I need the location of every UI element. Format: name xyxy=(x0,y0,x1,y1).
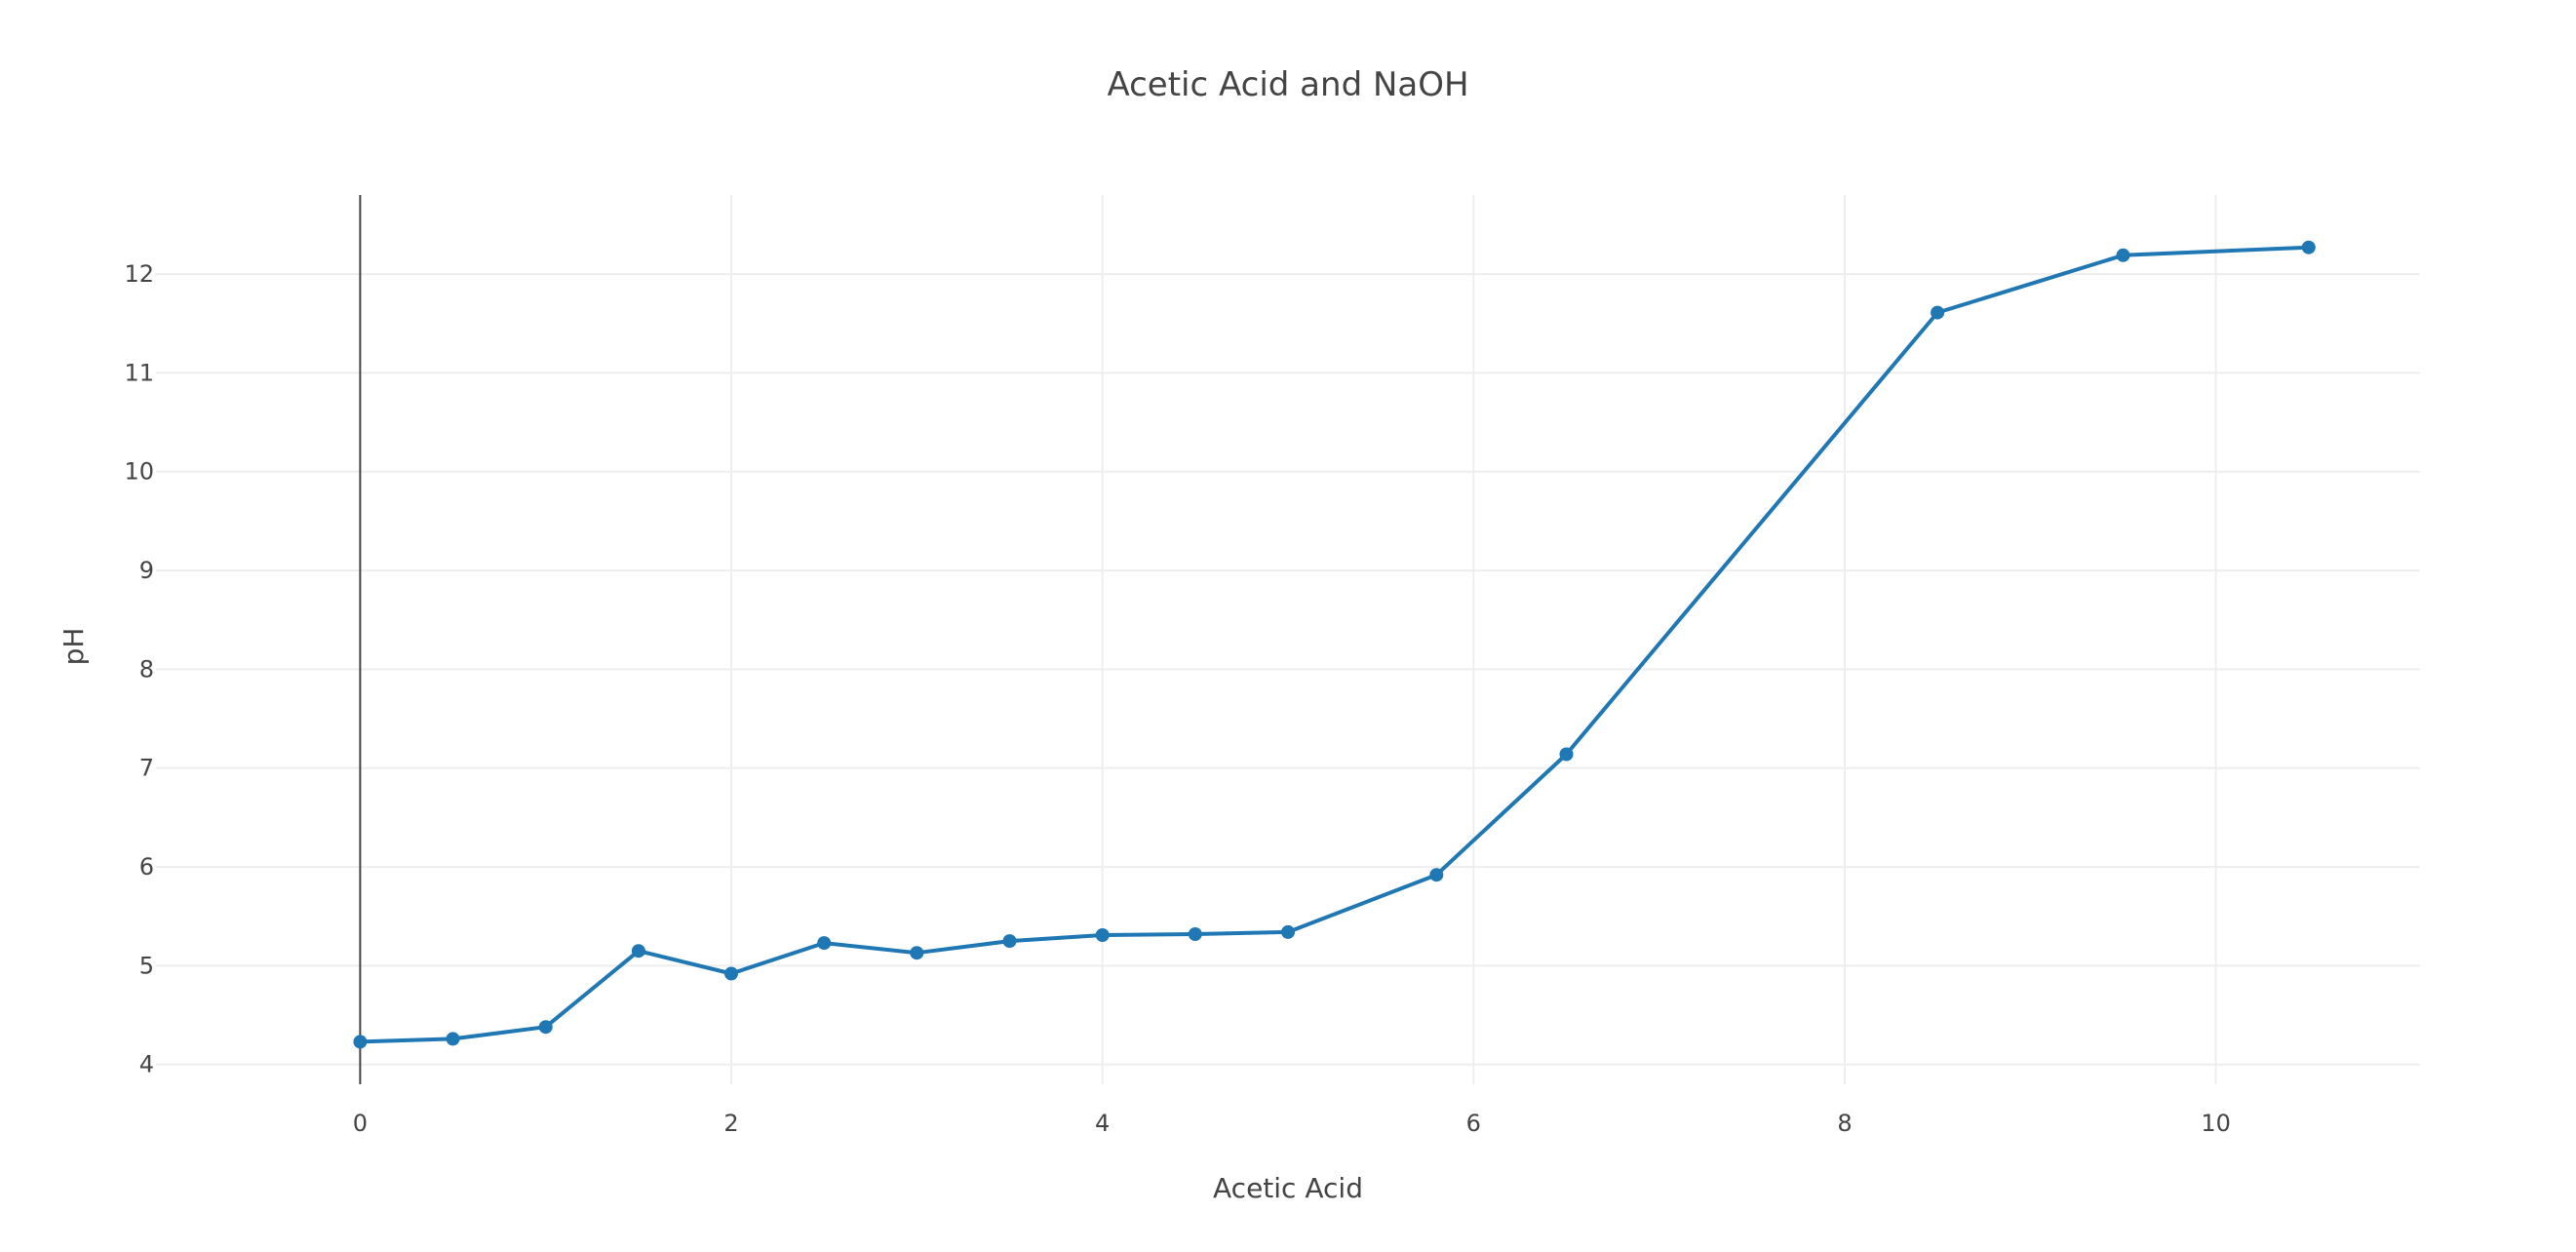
y-tick-label: 6 xyxy=(139,853,154,880)
x-tick-label: 10 xyxy=(2201,1110,2231,1137)
data-point xyxy=(1429,868,1444,882)
y-tick-label: 9 xyxy=(139,557,154,584)
data-point xyxy=(446,1032,460,1046)
x-tick-label: 2 xyxy=(723,1110,738,1137)
x-tick-label: 0 xyxy=(353,1110,368,1137)
x-tick-label: 6 xyxy=(1466,1110,1481,1137)
data-point xyxy=(631,944,645,959)
y-tick-label: 10 xyxy=(124,458,154,486)
data-point xyxy=(724,966,738,981)
y-tick-label: 5 xyxy=(139,952,154,979)
x-tick-label: 8 xyxy=(1837,1110,1852,1137)
y-tick-label: 8 xyxy=(139,655,154,683)
chart-title: Acetic Acid and NaOH xyxy=(1107,65,1468,104)
x-axis-title: Acetic Acid xyxy=(1213,1172,1363,1204)
x-tick-label: 4 xyxy=(1095,1110,1110,1137)
y-axis-title: pH xyxy=(58,628,90,666)
data-point xyxy=(1281,924,1295,939)
data-point xyxy=(910,946,924,960)
data-point xyxy=(1188,927,1202,941)
y-tick-label: 4 xyxy=(139,1051,154,1078)
data-point xyxy=(353,1035,368,1049)
y-tick-label: 7 xyxy=(139,755,154,782)
data-point xyxy=(2301,240,2316,254)
y-tick-label: 12 xyxy=(124,260,154,288)
data-point xyxy=(1095,928,1110,942)
data-point xyxy=(1931,305,1945,320)
data-point xyxy=(1002,934,1017,949)
x-axis-ticks: 0 2 4 6 8 10 xyxy=(353,1110,2231,1137)
y-tick-label: 11 xyxy=(124,359,154,386)
data-point xyxy=(2116,248,2130,262)
data-point xyxy=(817,936,832,951)
data-point xyxy=(538,1020,553,1035)
series-layer xyxy=(353,240,2316,1049)
y-axis-ticks: 4 5 6 7 8 9 10 11 12 xyxy=(124,260,154,1078)
series-line xyxy=(360,245,2309,1044)
data-point xyxy=(1559,747,1574,762)
